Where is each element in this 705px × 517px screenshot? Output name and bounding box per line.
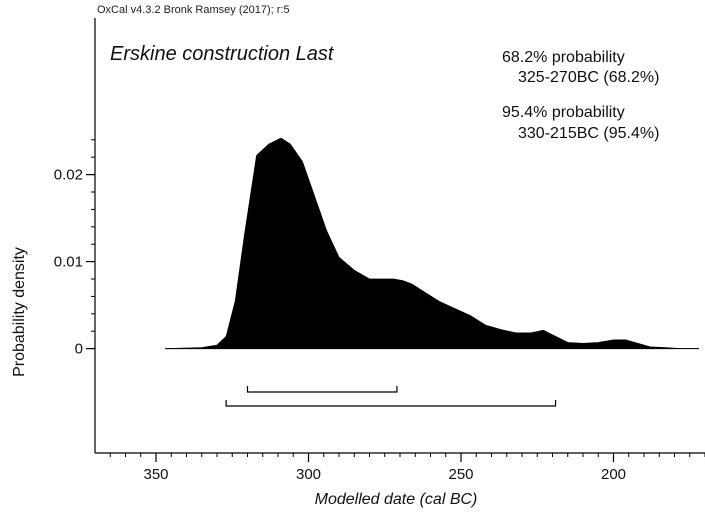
range-68-heading: 68.2% probability (502, 49, 625, 66)
range-68-text: 325-270BC (68.2%) (518, 69, 659, 86)
range-brackets (225, 386, 557, 407)
x-axis-ticks: 350 300 250 200 (143, 453, 626, 483)
x-minor-ticks (109, 453, 705, 457)
y-tick-label: 0.01 (54, 254, 83, 271)
range-bracket (225, 400, 557, 407)
x-tick-label: 350 (143, 466, 168, 483)
range-95-heading: 95.4% probability (502, 104, 625, 121)
software-credit: OxCal v4.3.2 Bronk Ramsey (2017); r:5 (97, 4, 290, 16)
y-axis-ticks: 0 0.01 0.02 (54, 167, 95, 358)
x-tick-label: 250 (448, 466, 473, 483)
x-tick-label: 300 (296, 466, 321, 483)
y-tick-label: 0 (75, 341, 83, 358)
chart-title: Erskine construction Last (110, 43, 335, 65)
x-axis-label: Modelled date (cal BC) (315, 491, 478, 508)
density-area (165, 137, 699, 349)
range-95-text: 330-215BC (95.4%) (518, 125, 659, 142)
range-bracket (246, 386, 398, 393)
y-axis-label: Probability density (11, 247, 28, 377)
x-tick-label: 200 (601, 466, 626, 483)
y-tick-label: 0.02 (54, 167, 83, 184)
